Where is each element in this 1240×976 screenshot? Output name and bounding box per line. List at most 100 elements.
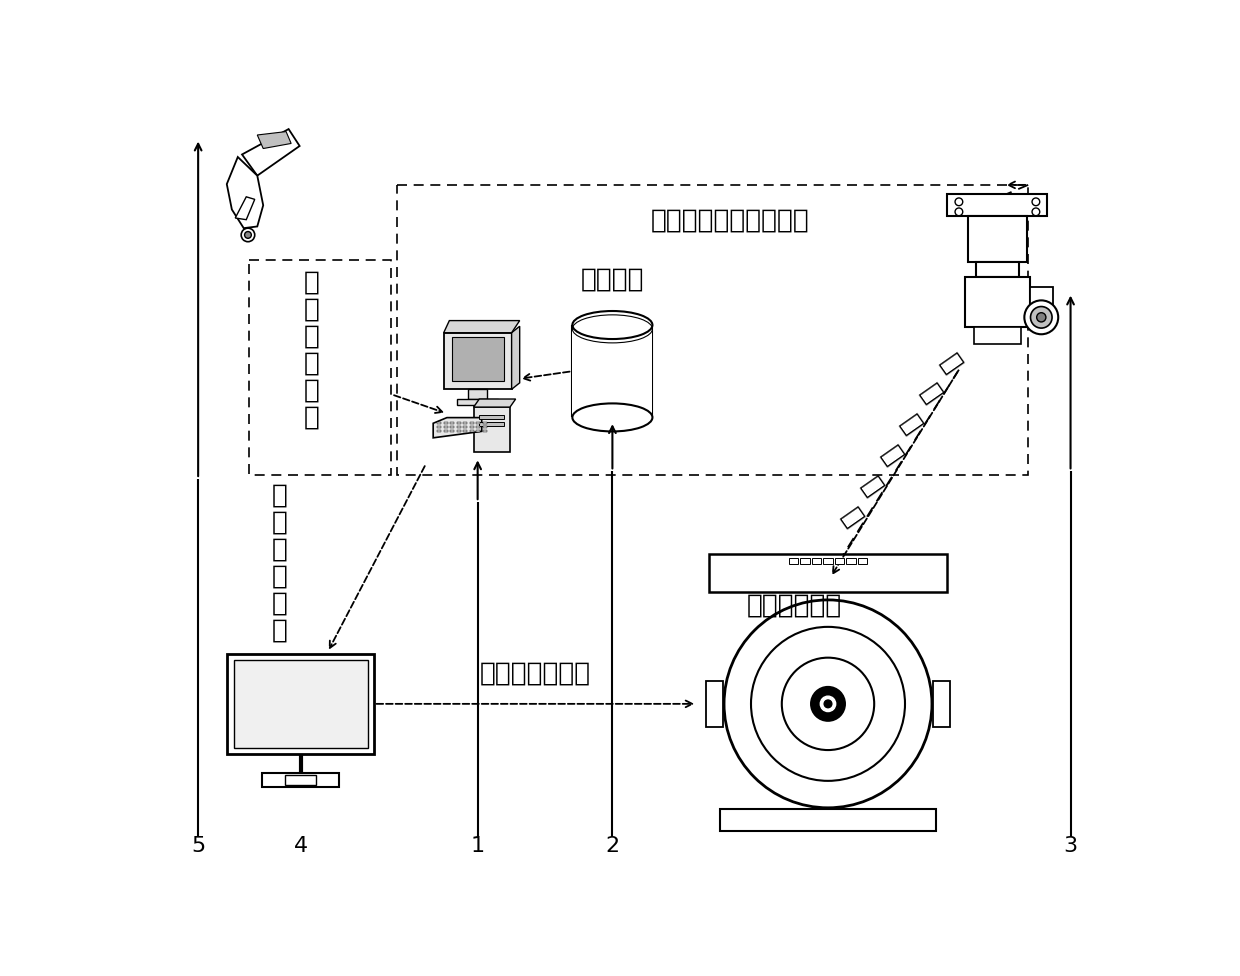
Polygon shape [433, 418, 481, 438]
Circle shape [1030, 306, 1052, 328]
Bar [812, 557, 821, 564]
Ellipse shape [573, 403, 652, 431]
Bar [456, 429, 461, 432]
Text: 发动机装配站: 发动机装配站 [748, 593, 842, 619]
Bar [458, 399, 498, 405]
Bar [467, 389, 487, 399]
Text: 1: 1 [471, 836, 485, 856]
Bar [444, 426, 448, 428]
Polygon shape [512, 326, 520, 389]
Polygon shape [257, 132, 291, 148]
Bar [482, 426, 486, 428]
Bar [480, 415, 503, 420]
Ellipse shape [573, 311, 652, 339]
Text: 3: 3 [1064, 836, 1078, 856]
Text: 投: 投 [895, 411, 926, 439]
Bar [233, 660, 367, 748]
Bar [975, 327, 1021, 345]
Circle shape [1037, 312, 1045, 322]
Bar [708, 553, 947, 592]
Bar [463, 426, 467, 428]
Bar [249, 260, 392, 475]
Polygon shape [236, 197, 254, 220]
Bar [476, 429, 480, 432]
Bar [470, 422, 474, 425]
Bar [397, 184, 1028, 475]
Text: 动: 动 [272, 590, 288, 617]
Bar [438, 426, 441, 428]
Text: 空间安装坐标位置信息: 空间安装坐标位置信息 [651, 208, 810, 234]
Circle shape [955, 198, 962, 206]
Bar [470, 426, 474, 428]
Text: 读: 读 [304, 269, 320, 296]
Bar [976, 262, 1019, 277]
Bar [482, 422, 486, 425]
Bar [470, 429, 474, 432]
Text: 5: 5 [191, 836, 206, 856]
Polygon shape [242, 129, 300, 176]
Bar [438, 429, 441, 432]
Bar [476, 422, 480, 425]
Text: 指: 指 [856, 472, 887, 501]
Bar [450, 429, 454, 432]
Circle shape [1032, 198, 1040, 206]
Circle shape [781, 658, 874, 751]
Bar [285, 776, 316, 785]
Circle shape [242, 228, 254, 242]
Text: 示: 示 [272, 564, 288, 590]
Bar [706, 681, 723, 727]
Text: 画: 画 [272, 618, 288, 644]
Bar [823, 557, 832, 564]
Text: 息: 息 [304, 404, 320, 430]
Bar [451, 337, 503, 382]
Polygon shape [474, 399, 516, 407]
Circle shape [955, 208, 962, 216]
Bar [965, 277, 1029, 327]
Circle shape [1032, 208, 1040, 216]
Circle shape [724, 600, 932, 808]
Bar [456, 422, 461, 425]
Bar [789, 557, 799, 564]
Bar [474, 407, 510, 452]
Text: 取: 取 [304, 297, 320, 323]
Text: 件: 件 [304, 350, 320, 377]
Circle shape [811, 687, 844, 721]
Circle shape [825, 700, 832, 708]
Text: 光: 光 [916, 381, 946, 408]
Bar [573, 325, 652, 418]
Bar [456, 426, 461, 428]
Text: 4: 4 [294, 836, 308, 856]
Text: 激: 激 [936, 349, 966, 378]
Bar [934, 681, 950, 727]
Bar [438, 422, 441, 425]
Bar [1029, 287, 1053, 329]
Text: 装: 装 [272, 483, 288, 508]
Text: 指导、提示装配: 指导、提示装配 [480, 661, 591, 687]
Bar [463, 422, 467, 425]
Bar [444, 333, 512, 389]
Bar [450, 422, 454, 425]
Circle shape [821, 696, 836, 712]
Bar [482, 429, 486, 432]
Polygon shape [227, 157, 263, 228]
Text: 数据检索: 数据检索 [580, 266, 644, 293]
Bar [847, 557, 856, 564]
Bar [444, 422, 448, 425]
Polygon shape [444, 320, 520, 333]
Bar [835, 557, 844, 564]
Bar [480, 422, 503, 426]
Bar [800, 557, 810, 564]
Text: 配: 配 [272, 509, 288, 536]
Bar [450, 426, 454, 428]
Circle shape [1024, 301, 1058, 334]
Text: 向: 向 [836, 504, 867, 532]
Text: 2: 2 [605, 836, 620, 856]
Text: 零: 零 [304, 324, 320, 349]
Bar [262, 773, 339, 787]
Bar [858, 557, 867, 564]
Bar [968, 216, 1027, 262]
Bar [227, 654, 373, 753]
Bar [720, 809, 936, 831]
Text: 演: 演 [272, 537, 288, 563]
Text: 信: 信 [304, 378, 320, 403]
